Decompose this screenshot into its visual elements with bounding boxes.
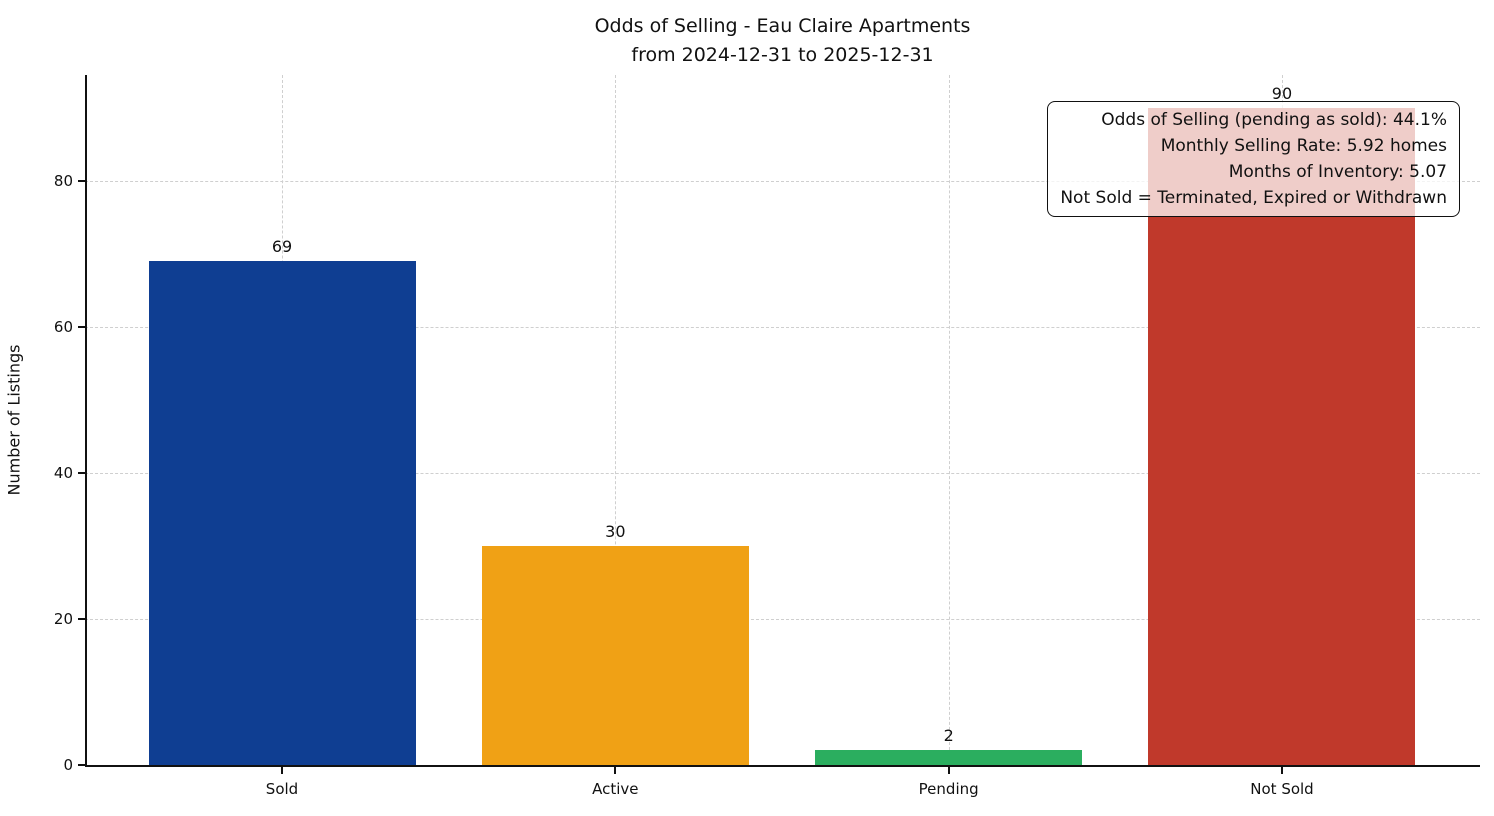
chart-title: Odds of Selling - Eau Claire Apartments …	[85, 12, 1480, 70]
y-gridline	[85, 618, 1480, 620]
y-tick-label: 60	[53, 317, 73, 336]
annotation-line-not-sold-note: Not Sold = Terminated, Expired or Withdr…	[1060, 188, 1447, 208]
chart-title-line2: from 2024-12-31 to 2025-12-31	[631, 44, 934, 66]
annotation-line-odds: Odds of Selling (pending as sold): 44.1%	[1101, 110, 1447, 130]
y-tick-mark	[78, 764, 85, 766]
x-axis-spine	[85, 765, 1480, 767]
bar-value-label: 30	[605, 521, 626, 541]
x-tick-label: Not Sold	[1250, 780, 1314, 798]
bar-sold	[148, 261, 416, 765]
y-tick-label: 0	[63, 756, 73, 774]
x-tick-mark	[281, 767, 283, 774]
x-gridline	[615, 75, 617, 765]
bar-value-label: 90	[1271, 83, 1293, 103]
bar-value-label: 69	[271, 237, 293, 257]
y-tick-label: 40	[53, 463, 73, 482]
bar-value-label: 2	[943, 726, 954, 746]
y-gridline	[85, 326, 1480, 328]
x-tick-label: Pending	[918, 780, 979, 798]
y-tick-mark	[78, 179, 85, 182]
annotation-box: Odds of Selling (pending as sold): 44.1%…	[1047, 101, 1460, 217]
y-tick-label: 80	[53, 171, 73, 190]
y-tick-mark	[78, 617, 85, 620]
bar-active	[481, 545, 749, 765]
y-tick-label: 20	[53, 609, 73, 628]
x-tick-mark	[1280, 767, 1283, 774]
annotation-line-inventory: Months of Inventory: 5.07	[1228, 162, 1447, 182]
y-gridline	[85, 472, 1480, 474]
x-tick-label: Active	[592, 780, 639, 798]
y-axis-spine	[85, 75, 87, 767]
y-tick-mark	[78, 325, 85, 328]
bar-pending	[815, 750, 1083, 765]
bar-not-sold	[1148, 107, 1416, 765]
annotation-line-selling-rate: Monthly Selling Rate: 5.92 homes	[1160, 136, 1447, 156]
x-tick-mark	[947, 767, 950, 774]
chart-title-line1: Odds of Selling - Eau Claire Apartments	[594, 15, 971, 37]
x-tick-mark	[614, 767, 617, 774]
y-axis-label: Number of Listings	[4, 344, 24, 496]
x-tick-label: Sold	[265, 780, 299, 798]
y-gridline	[85, 180, 1480, 182]
x-gridline	[948, 75, 950, 765]
y-tick-mark	[78, 471, 85, 474]
